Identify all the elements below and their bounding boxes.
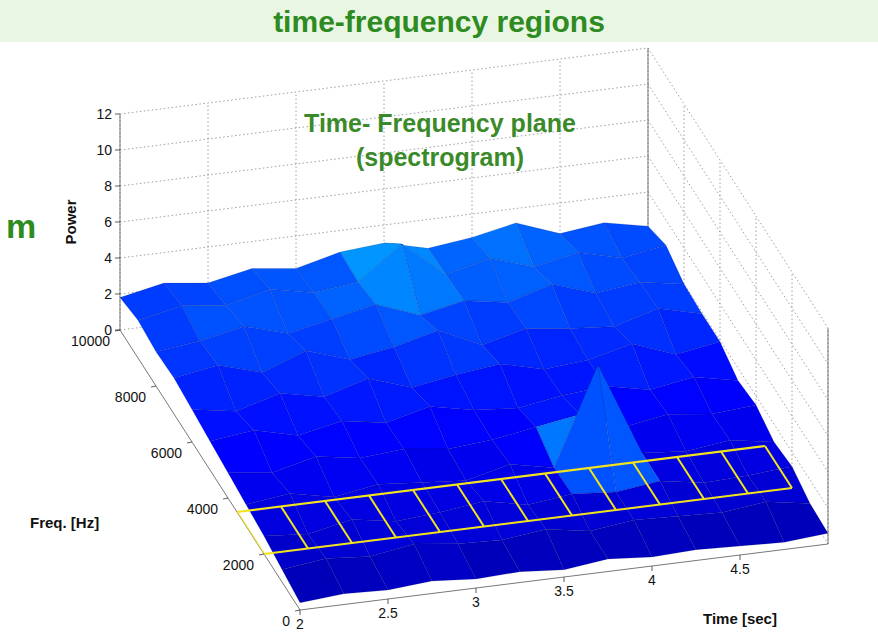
plot-area	[120, 223, 828, 603]
x-tick-label: 4	[648, 572, 656, 588]
side-label: m	[6, 207, 36, 245]
title-line: (spectrogram)	[356, 143, 524, 171]
page: time-frequency regions m 2 2.5 3 3.5 4 4.5 0 2000…	[0, 0, 878, 640]
tick	[115, 330, 120, 331]
highlight-band	[237, 446, 792, 554]
x-axis-title: Time [sec]	[703, 610, 777, 627]
z-tick-label: 10	[96, 142, 112, 158]
y-tick-label: 6000	[151, 445, 182, 461]
x-tick-label: 4.5	[730, 561, 750, 577]
x-tick-label: 3.5	[554, 583, 574, 599]
band-divider	[677, 457, 704, 499]
band-divider	[721, 452, 748, 494]
tick-labels: 22.533.544.50200040006000800010000024681…	[71, 106, 750, 632]
tick	[115, 294, 120, 295]
band-divider	[501, 479, 528, 521]
tick	[115, 186, 120, 187]
tick	[115, 114, 120, 115]
tick	[115, 258, 120, 259]
band-divider	[413, 490, 440, 532]
band-divider	[369, 496, 396, 538]
surface-cell	[174, 365, 236, 411]
z-tick-label: 4	[104, 250, 112, 266]
x-tick-label: 2.5	[378, 605, 398, 621]
tick	[115, 150, 120, 151]
z-tick-label: 2	[104, 286, 112, 302]
tick	[388, 599, 389, 604]
grid-walls	[120, 48, 828, 610]
title-line: Time- Frequency plane	[304, 109, 576, 137]
grid-line	[828, 328, 829, 544]
band-divider	[633, 463, 660, 505]
band-divider	[765, 446, 792, 488]
tick	[151, 386, 156, 387]
tick	[115, 330, 120, 331]
surface-cell	[554, 365, 616, 494]
z-tick-label: 0	[104, 322, 112, 338]
chart-title: Time- Frequency plane (spectrogram)	[304, 109, 576, 171]
tick	[564, 577, 565, 582]
band-divider	[545, 474, 572, 516]
y-tick-label: 4000	[187, 501, 218, 517]
y-tick-label: 8000	[115, 389, 146, 405]
band-divider	[457, 485, 484, 527]
x-tick-label: 2	[296, 616, 304, 632]
band-divider	[589, 468, 616, 510]
tick	[740, 555, 741, 560]
tick	[652, 566, 653, 571]
header-band	[0, 0, 878, 42]
surface-cell	[210, 430, 272, 473]
z-tick-label: 12	[96, 106, 112, 122]
z-tick-label: 6	[104, 214, 112, 230]
x-tick-label: 3	[472, 594, 480, 610]
tick	[223, 498, 228, 499]
grid-line	[648, 84, 828, 364]
box-edge	[828, 328, 829, 544]
grid-line	[120, 48, 648, 114]
tick	[295, 610, 300, 611]
tick	[476, 588, 477, 593]
grid-line	[120, 84, 648, 150]
y-tick-label: 0	[282, 613, 290, 629]
grid-line	[756, 216, 757, 432]
surface-cell	[246, 494, 308, 537]
band-divider	[281, 507, 308, 549]
header-title: time-frequency regions	[273, 5, 605, 38]
band-divider	[237, 512, 264, 554]
tick	[115, 222, 120, 223]
tick	[259, 554, 264, 555]
band-divider	[325, 501, 352, 543]
y-axis-title: Freq. [Hz]	[30, 514, 99, 531]
tick	[187, 442, 192, 443]
y-tick-label: 2000	[223, 557, 254, 573]
tick	[300, 610, 301, 615]
z-tick-label: 8	[104, 178, 112, 194]
grid-line	[792, 272, 793, 488]
z-axis-title: Power	[62, 199, 79, 244]
surface-cell	[282, 559, 344, 603]
